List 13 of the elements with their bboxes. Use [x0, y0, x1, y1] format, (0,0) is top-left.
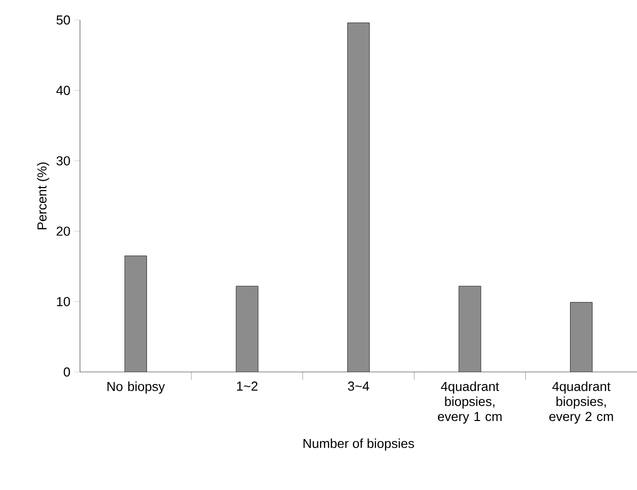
x-tick-label: 1~2 [237, 382, 258, 391]
x-axis-title: Number of biopsies [304, 438, 414, 451]
y-tick-label: 20 [56, 226, 70, 236]
y-tick-label: 0 [64, 367, 70, 377]
x-tick-label: No biopsy [108, 382, 165, 394]
x-tick-label: 4quadrant biopsies, every 2 cm [549, 382, 613, 424]
x-tick-label: 4quadrant biopsies, every 1 cm [438, 382, 502, 424]
y-axis-title: Percent (%) [37, 162, 50, 230]
y-tick-label: 50 [56, 15, 70, 25]
y-tick-label: 30 [56, 156, 70, 166]
y-tick-label: 40 [56, 86, 70, 95]
y-tick-label: 10 [56, 296, 70, 306]
x-tick-label: 3~4 [348, 382, 370, 391]
